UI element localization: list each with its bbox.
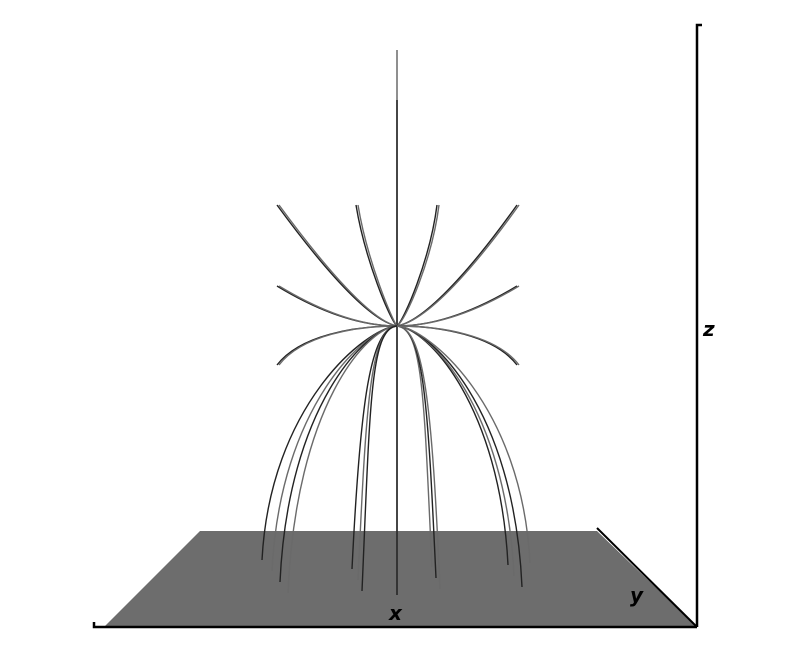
field-line-lower-9 <box>396 325 441 590</box>
field-line-upper-5-1 <box>396 285 520 327</box>
field-line-lower-13 <box>396 325 531 564</box>
y-axis-label: y <box>630 583 644 607</box>
field-line-upper-1-1 <box>357 204 398 327</box>
x-axis-label: x <box>388 601 403 625</box>
ground-plane <box>104 531 697 627</box>
field-line-upper-2-1 <box>396 204 440 327</box>
field-line-upper-0-1 <box>278 204 398 327</box>
field-lines <box>261 50 531 595</box>
x-axis-line <box>92 622 697 629</box>
field-line-upper-3-0 <box>396 204 518 327</box>
field-line-upper-7-1 <box>396 325 520 366</box>
field-line-lower-6 <box>361 325 398 592</box>
z-axis-label: z <box>702 317 715 341</box>
field-line-lower-7 <box>396 325 433 568</box>
field-line-lower-3 <box>287 325 398 594</box>
field-line-upper-3-1 <box>396 204 520 327</box>
z-axis-line <box>695 23 702 627</box>
plane-right-edge <box>596 527 698 628</box>
field-line-upper-4-1 <box>278 285 398 327</box>
field-line-upper-4-0 <box>276 285 398 327</box>
field-line-upper-0-0 <box>276 204 398 327</box>
field-line-upper-6-1 <box>278 325 398 366</box>
